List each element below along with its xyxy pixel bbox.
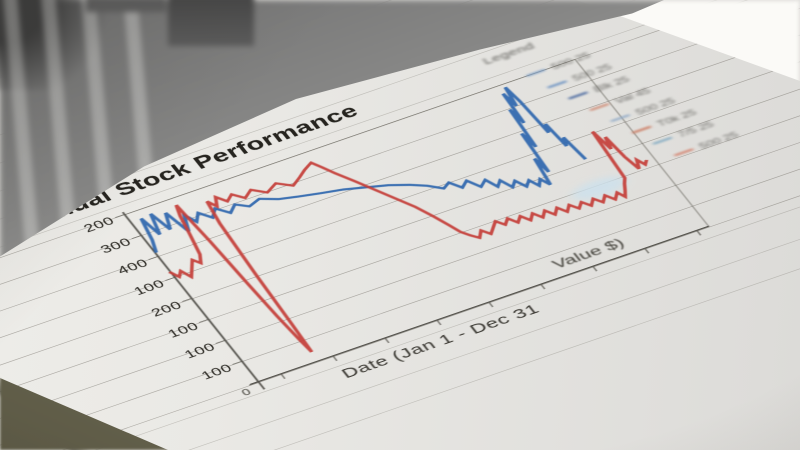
x-tick-mark bbox=[540, 283, 546, 290]
plot-area bbox=[114, 58, 710, 390]
legend-swatch bbox=[652, 136, 673, 145]
x-tick-mark bbox=[696, 230, 702, 236]
y-tick-mark bbox=[249, 382, 259, 386]
y-tick-mark bbox=[215, 340, 225, 344]
legend-swatch bbox=[673, 147, 694, 157]
series-lines bbox=[139, 86, 649, 353]
legend-label: 500 25 bbox=[696, 129, 741, 151]
x-tick-mark bbox=[436, 319, 442, 326]
y-tick-mark bbox=[181, 298, 191, 302]
legend-label: 7/5 25 bbox=[675, 119, 717, 140]
legend: Legend 500 25 500 25 Blk 25 Val 45 500 25 T0k… bbox=[480, 40, 741, 157]
x-tick-mark bbox=[488, 301, 494, 308]
plot-border bbox=[123, 58, 710, 383]
y-tick-mark bbox=[232, 361, 242, 365]
y-tick-mark bbox=[165, 277, 175, 281]
x-tick-mark bbox=[280, 373, 286, 379]
x-tick-mark bbox=[332, 355, 338, 361]
dark-gray-block bbox=[86, 0, 166, 12]
x-axis-line bbox=[249, 225, 710, 386]
legend-label: Val 45 bbox=[611, 85, 653, 106]
legend-swatch bbox=[631, 125, 652, 134]
x-tick-mark bbox=[384, 337, 390, 344]
x-tick-mark bbox=[592, 266, 598, 272]
legend-title: Legend bbox=[480, 40, 538, 67]
y-tick-mark bbox=[198, 319, 208, 323]
y-tick-mark bbox=[148, 256, 158, 260]
y-tick-label: 100 bbox=[198, 361, 235, 382]
x-tick-mark bbox=[644, 248, 650, 254]
